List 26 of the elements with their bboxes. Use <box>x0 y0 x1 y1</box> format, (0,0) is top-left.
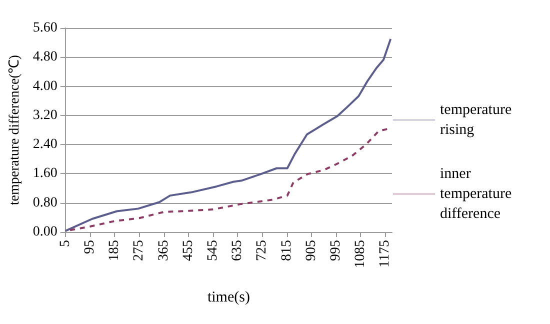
x-tick-label: 455 <box>180 240 196 261</box>
y-tick-label: 4.80 <box>32 50 58 65</box>
y-tick-label: 3.20 <box>32 108 58 123</box>
x-tick-label: 185 <box>107 240 122 261</box>
x-tick-label: 1175 <box>378 240 393 268</box>
x-tick-label: 635 <box>230 240 246 261</box>
x-tick-label: 5 <box>58 240 73 247</box>
x-tick-label: 995 <box>328 240 344 261</box>
y-tick-label: 4.00 <box>32 78 58 94</box>
y-tick-label: 1.60 <box>32 166 58 182</box>
y-tick-label: 0.80 <box>32 195 58 210</box>
y-axis-title: temperature difference(℃) <box>8 54 22 206</box>
x-axis-title: time(s) <box>207 290 250 306</box>
x-tick-label: 95 <box>82 240 98 254</box>
legend-label: inner temperature difference <box>440 166 516 222</box>
y-tick-label: 5.60 <box>32 20 58 36</box>
x-tick-label: 1085 <box>353 240 368 268</box>
y-tick-label: 0.00 <box>32 224 58 240</box>
x-tick-label: 365 <box>156 240 172 261</box>
legend-label: temperature rising <box>440 102 516 138</box>
y-tick-label: 2.40 <box>32 137 58 152</box>
x-tick-label: 905 <box>304 240 319 261</box>
x-tick-label: 815 <box>279 240 294 261</box>
x-tick-label: 545 <box>205 240 220 261</box>
x-tick-label: 275 <box>132 240 147 261</box>
x-tick-label: 725 <box>254 240 270 261</box>
